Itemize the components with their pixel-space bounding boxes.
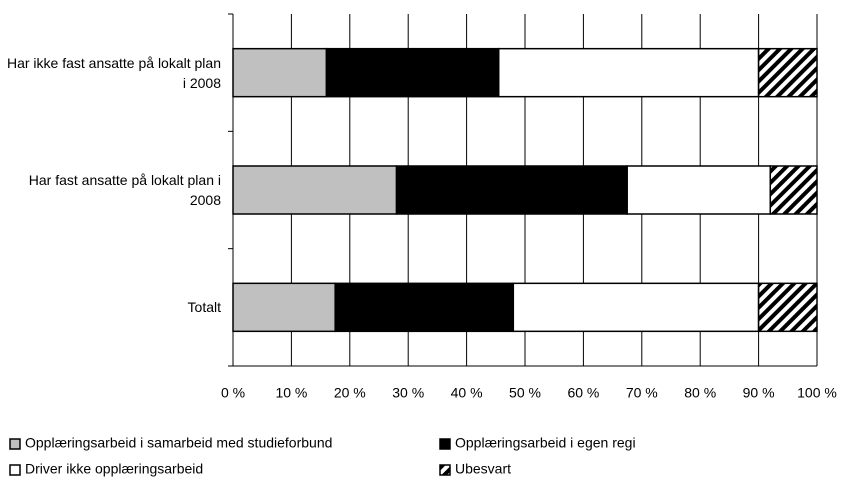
bar-segment [334,282,515,333]
x-tick-label: 70 % [626,385,658,401]
bar-segment [497,47,760,98]
x-tick-label: 90 % [743,385,775,401]
bar-segment [626,165,772,215]
bar-segment [757,47,818,98]
bar-segment [232,165,398,215]
x-tick-label: 10 % [275,385,307,401]
bar-segment [232,47,328,98]
y-tick-label: Har ikke fast ansatte på lokalt plan i 2… [6,54,221,91]
bar-segment [757,282,818,333]
legend-swatch [439,438,451,450]
x-tick-label: 60 % [567,385,599,401]
x-tick-label: 100 % [797,385,837,401]
bar-segment [232,282,336,333]
bar-segment [512,282,760,333]
x-tick-label: 80 % [684,385,716,401]
x-tick-label: 40 % [451,385,483,401]
x-tick-label: 20 % [334,385,366,401]
legend-label: Driver ikke opplæringsarbeid [25,461,203,477]
bar-segment [769,165,818,215]
x-tick-label: 0 % [221,385,245,401]
y-tick-label: Har fast ansatte på lokalt plan i 2008 [28,172,221,208]
legend-label: Opplæringsarbeid i samarbeid med studief… [25,435,332,451]
legend-swatch [439,464,451,476]
y-tick-label: Totalt [187,299,221,316]
legend-label: Ubesvart [455,461,511,477]
x-tick-label: 30 % [392,385,424,401]
x-tick-label: 50 % [509,385,541,401]
legend-swatch [9,438,21,450]
bar-segment [325,47,500,98]
legend-label: Opplæringsarbeid i egen regi [455,435,636,451]
bar-segment [395,165,628,215]
legend-swatch [9,464,21,476]
